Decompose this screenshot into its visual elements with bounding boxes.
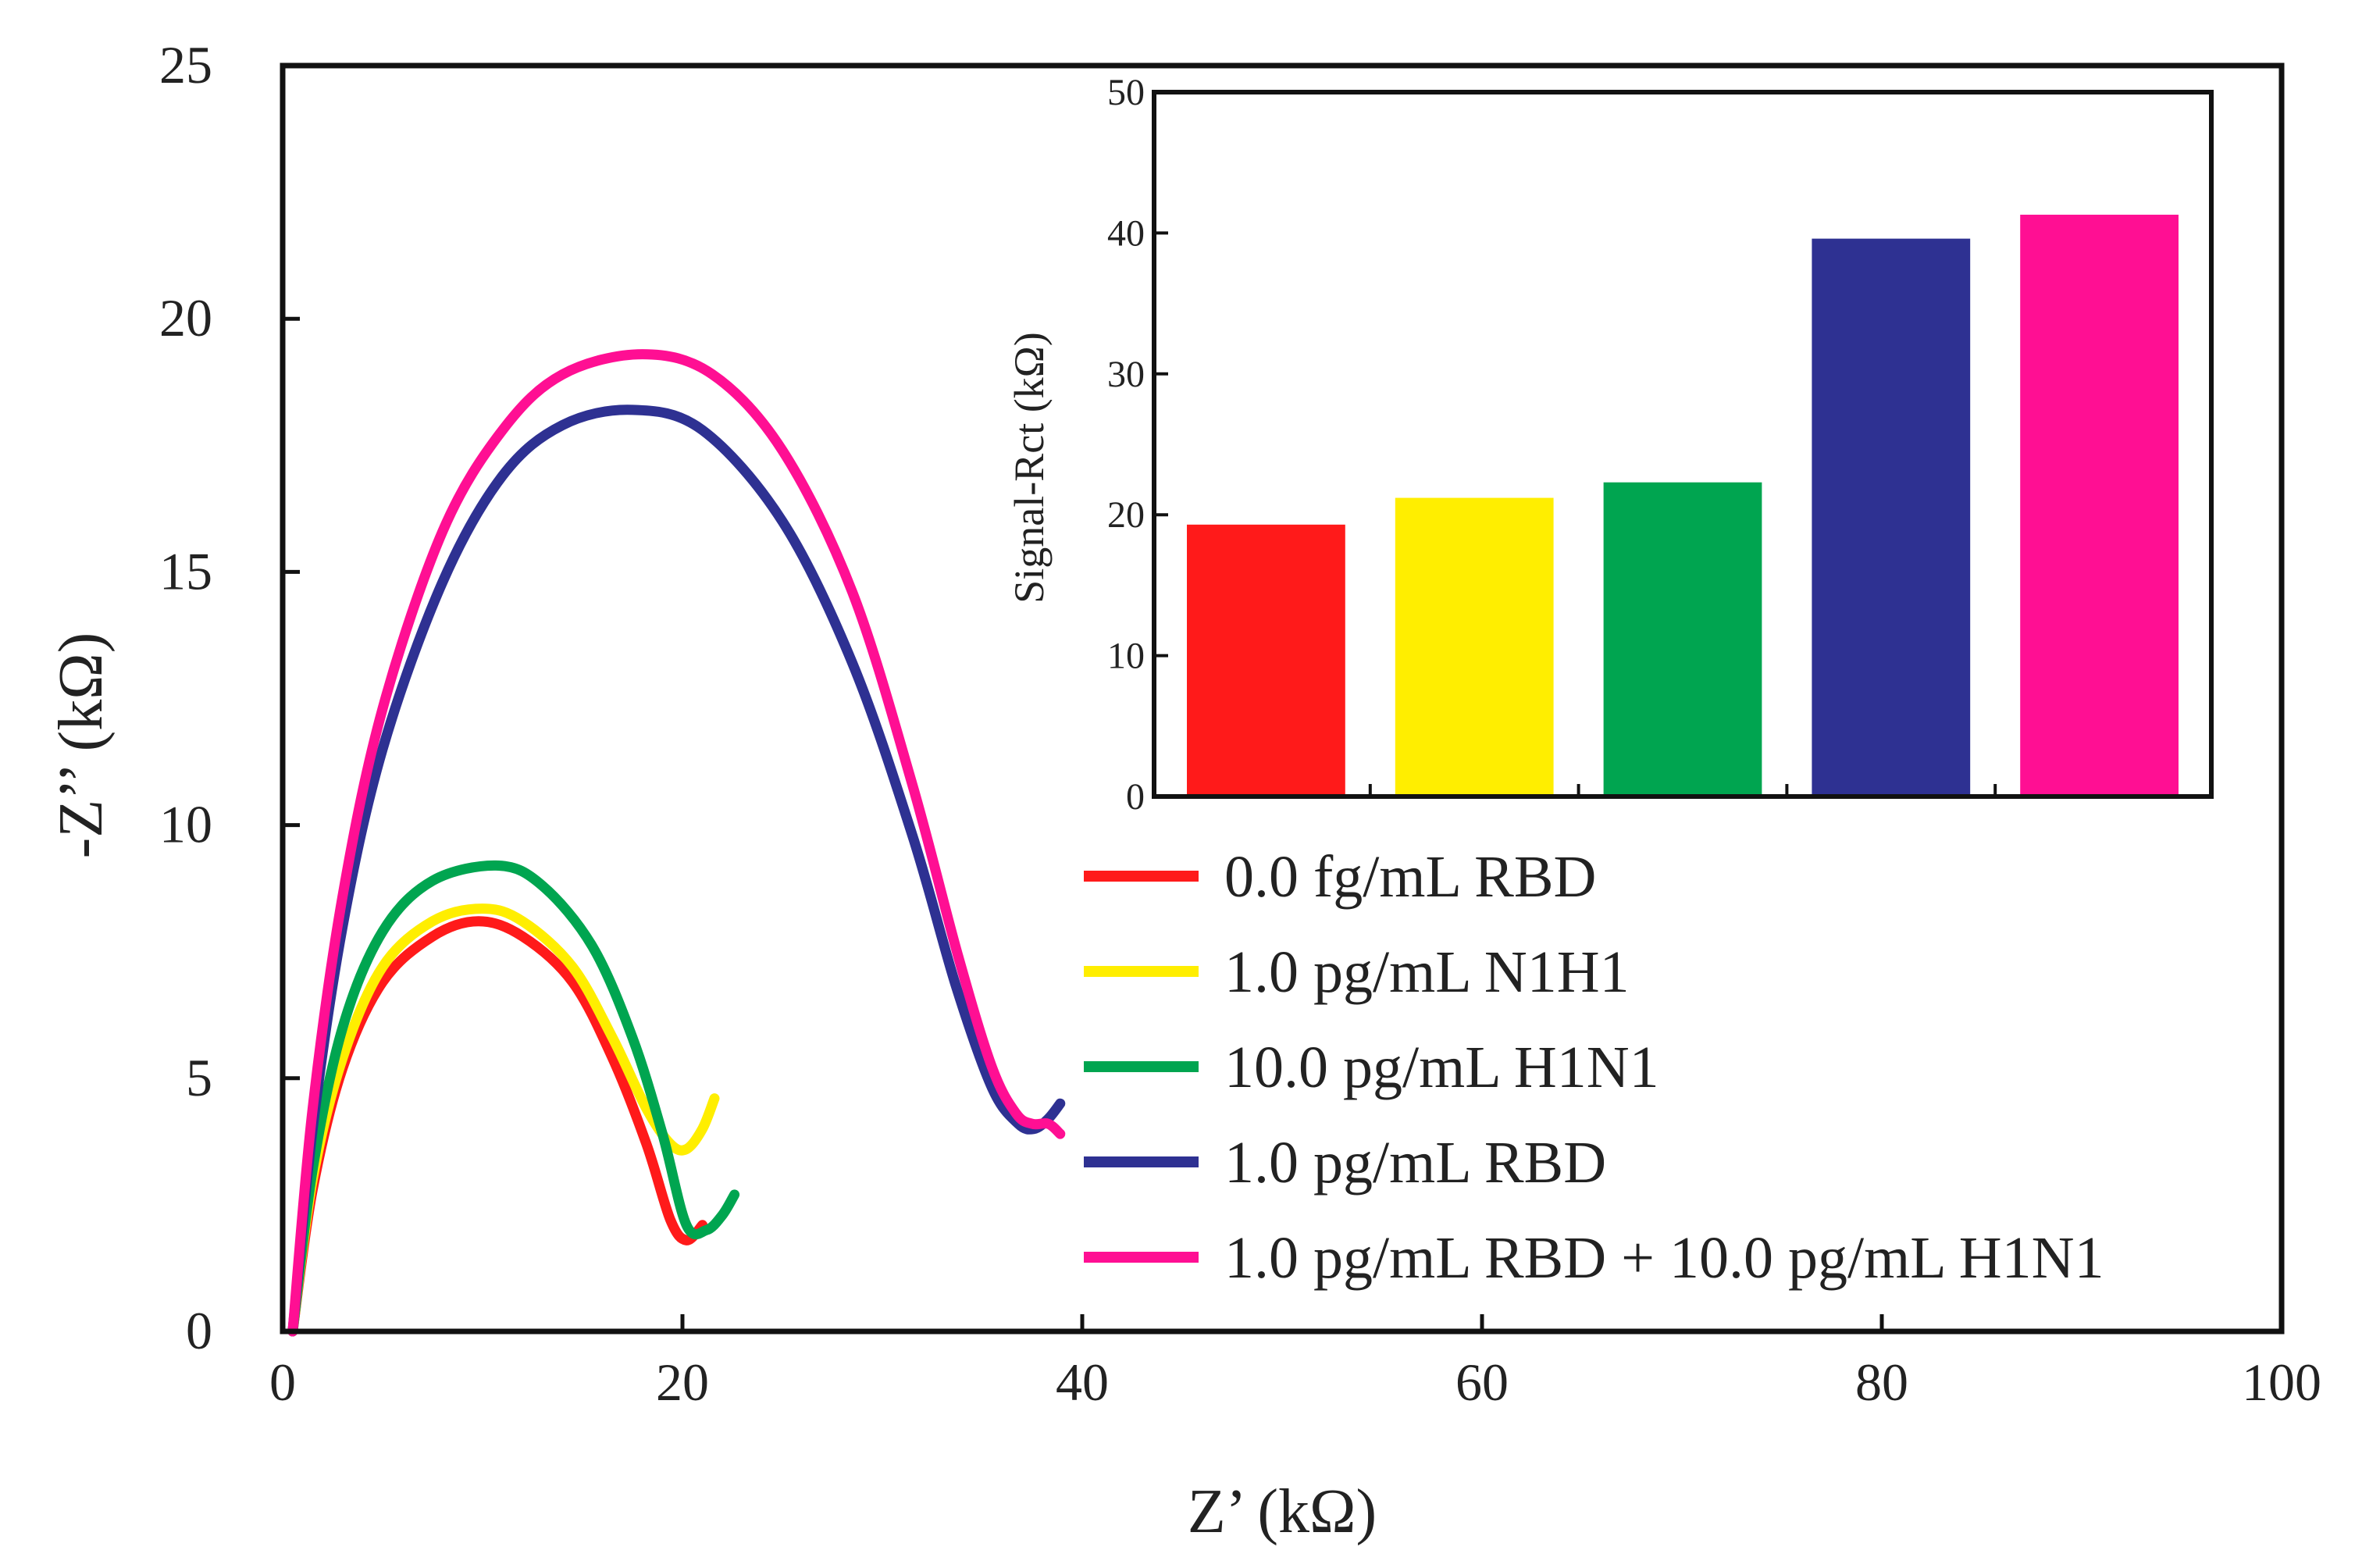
series-line-5 — [287, 349, 1066, 1337]
legend-label-1: 0.0 fg/mL RBD — [1224, 844, 1596, 910]
inset-y-tick-label: 20 — [1107, 494, 1145, 536]
main-x-axis-label: Z’ (kΩ) — [1188, 1477, 1377, 1546]
main-plot-frame — [280, 62, 2285, 1335]
legend-label-3: 10.0 pg/mL H1N1 — [1224, 1035, 1659, 1100]
x-tick-label: 60 — [1455, 1352, 1509, 1412]
y-tick-label: 20 — [159, 288, 212, 347]
x-tick-label: 40 — [1056, 1352, 1109, 1412]
y-tick-label: 15 — [159, 541, 212, 600]
inset-bars — [1187, 214, 2179, 797]
inset-y-ticks: 0 10 20 30 40 50 — [1107, 72, 1168, 818]
inset-y-axis-label: Signal-Rct (kΩ) — [1006, 332, 1053, 604]
legend-label-5: 1.0 pg/mL RBD + 10.0 pg/mL H1N1 — [1224, 1225, 2104, 1291]
series-line-3 — [287, 860, 740, 1337]
legend-label-4: 1.0 pg/mL RBD — [1224, 1130, 1606, 1196]
inset-y-tick-label: 50 — [1107, 72, 1145, 113]
legend: 0.0 fg/mL RBD 1.0 pg/mL N1H1 10.0 pg/mL H1… — [1084, 844, 2104, 1291]
inset-y-tick-label: 0 — [1126, 776, 1145, 818]
x-tick-label: 80 — [1855, 1352, 1908, 1412]
inset-bar-3 — [1603, 482, 1762, 796]
inset-y-tick-label: 30 — [1107, 354, 1145, 395]
x-tick-label: 100 — [2242, 1352, 2321, 1412]
inset-plot-frame — [1152, 90, 2214, 799]
main-x-ticks: 0 20 40 60 80 100 — [269, 1314, 2321, 1412]
inset-bar-5 — [2020, 214, 2179, 796]
main-y-ticks: 0 5 10 15 20 25 — [159, 35, 300, 1360]
x-tick-label: 20 — [656, 1352, 709, 1412]
nyquist-curves — [287, 349, 1066, 1337]
x-tick-label: 0 — [269, 1352, 296, 1412]
inset-bar-chart: 0 10 20 30 40 50 Signal-Rct (kΩ) — [1006, 72, 2214, 818]
y-tick-label: 25 — [159, 35, 212, 94]
inset-x-ticks — [1368, 784, 1997, 796]
inset-y-tick-label: 40 — [1107, 212, 1145, 254]
y-tick-label: 5 — [186, 1048, 212, 1107]
inset-bar-4 — [1812, 238, 1971, 797]
inset-y-tick-label: 10 — [1107, 636, 1145, 677]
y-tick-label: 10 — [159, 795, 212, 854]
main-y-axis-label: -Z’’ (kΩ) — [47, 633, 116, 859]
legend-label-2: 1.0 pg/mL N1H1 — [1224, 939, 1630, 1005]
series-line-2 — [287, 903, 720, 1337]
y-tick-label: 0 — [186, 1301, 212, 1360]
inset-bar-1 — [1187, 524, 1345, 796]
series-line-4 — [287, 404, 1066, 1337]
inset-bar-2 — [1395, 497, 1554, 796]
